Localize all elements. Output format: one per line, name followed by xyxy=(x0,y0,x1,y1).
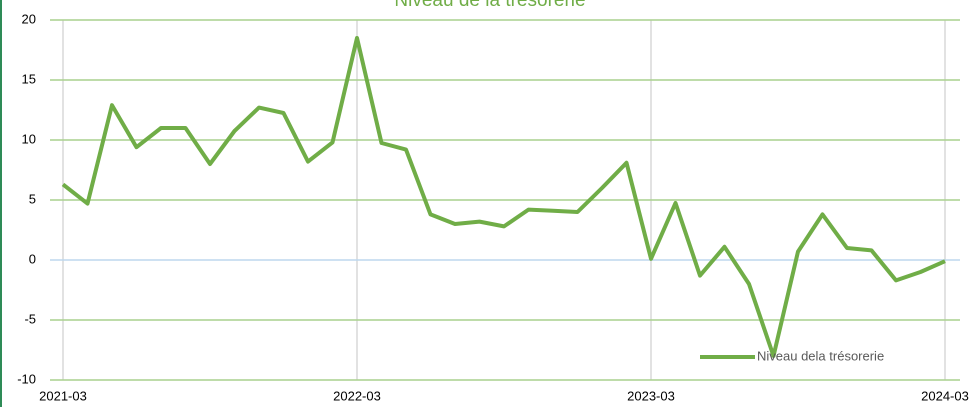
x-tick-label: 2021-03 xyxy=(39,388,87,403)
y-tick-label: 10 xyxy=(22,131,36,146)
line xyxy=(61,36,946,358)
y-tick-label: -5 xyxy=(24,311,36,326)
y-tick-label: 15 xyxy=(22,71,36,86)
y-tick-label: 20 xyxy=(22,11,36,26)
y-tick-label: 0 xyxy=(29,251,36,266)
y-tick-label: 5 xyxy=(29,191,36,206)
legend-label: Niveau dela trésorerie xyxy=(757,348,884,363)
x-tick-label: 2022-03 xyxy=(333,388,381,403)
x-tick-label: 2023-03 xyxy=(627,388,675,403)
chart-title: Niveau de la trésorerie xyxy=(394,0,585,11)
left-border xyxy=(0,0,2,407)
x-tick-label: 2024-03 xyxy=(921,388,969,403)
y-tick-label: -10 xyxy=(17,371,36,386)
